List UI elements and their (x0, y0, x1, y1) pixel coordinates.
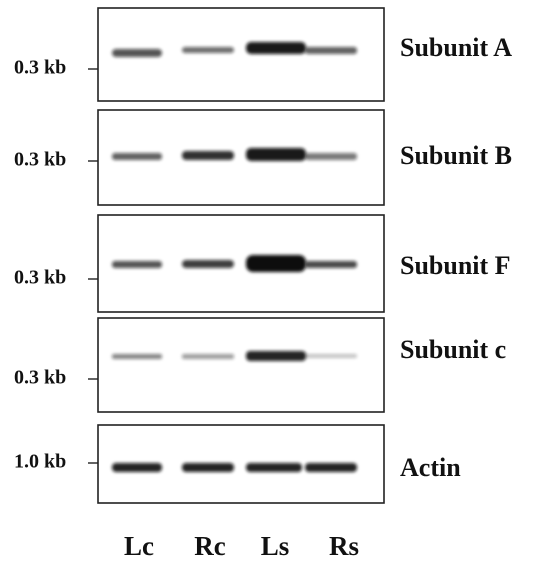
band (246, 148, 306, 161)
band (246, 351, 306, 361)
band (305, 261, 357, 268)
band (112, 261, 162, 268)
panel-label: Subunit A (400, 33, 512, 62)
band (112, 463, 162, 472)
panel-label: Actin (400, 453, 461, 482)
band (305, 47, 357, 54)
lane-label: Lc (124, 531, 154, 561)
blot-figure: 0.3 kb Subunit A 0.3 kb Subunit B 0.3 kb… (0, 0, 560, 563)
panel-label: Subunit F (400, 251, 511, 280)
marker-label: 0.3 kb (14, 267, 66, 289)
band (182, 463, 234, 472)
marker-label: 1.0 kb (14, 451, 66, 473)
band (246, 463, 302, 472)
panel-label: Subunit c (400, 335, 506, 364)
band (246, 255, 306, 272)
band (182, 151, 234, 160)
band (112, 49, 162, 57)
band (182, 260, 234, 268)
marker-label: 0.3 kb (14, 367, 66, 389)
gel-panel (98, 318, 384, 412)
lane-label: Rc (194, 531, 225, 561)
lane-label: Rs (329, 531, 359, 561)
lane-label: Ls (261, 531, 290, 561)
band (305, 463, 357, 472)
band (112, 153, 162, 160)
band (246, 42, 306, 54)
panel-label: Subunit B (400, 141, 512, 170)
band (112, 354, 162, 359)
band (182, 47, 234, 53)
marker-label: 0.3 kb (14, 57, 66, 79)
band (182, 354, 234, 359)
band (305, 354, 357, 358)
band (305, 153, 357, 160)
marker-label: 0.3 kb (14, 149, 66, 171)
